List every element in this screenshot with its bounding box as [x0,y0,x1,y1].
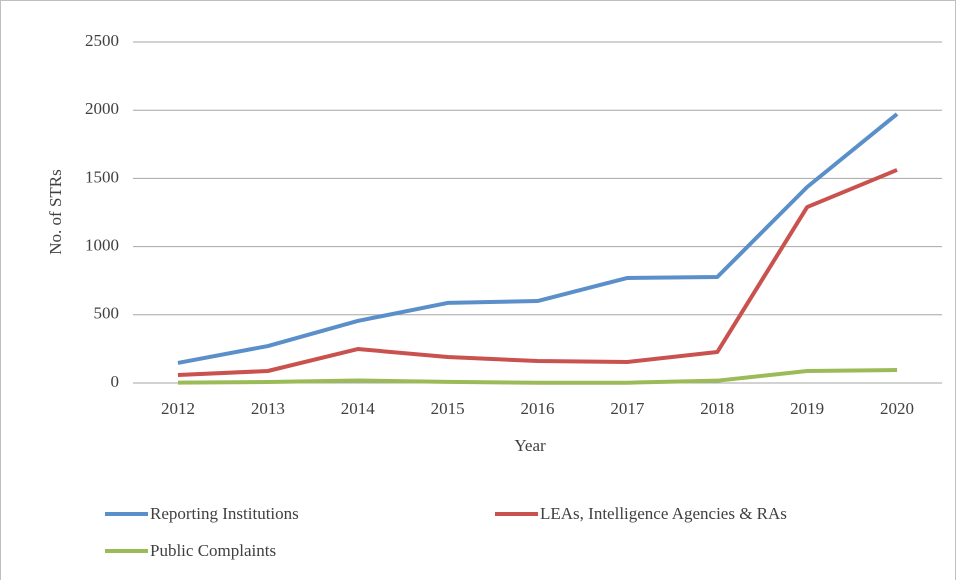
x-tick-label: 2020 [880,399,914,418]
x-axis-label: Year [514,436,546,455]
y-tick-label: 1000 [85,236,119,255]
x-tick-label: 2015 [431,399,465,418]
legend-label: Public Complaints [150,541,276,560]
x-tick-label: 2017 [610,399,645,418]
y-tick-label: 2500 [85,31,119,50]
y-axis-label: No. of STRs [46,169,65,254]
legend-label: LEAs, Intelligence Agencies & RAs [540,504,787,523]
x-tick-label: 2012 [161,399,195,418]
x-tick-label: 2013 [251,399,285,418]
series-line [177,368,898,385]
y-tick-label: 0 [111,372,120,391]
series-line [177,168,898,377]
series-line [177,112,899,365]
y-tick-label: 500 [94,304,120,323]
y-tick-label: 2000 [85,99,119,118]
x-tick-label: 2016 [521,399,555,418]
x-tick-label: 2019 [790,399,824,418]
legend-label: Reporting Institutions [150,504,299,523]
x-tick-label: 2018 [700,399,734,418]
x-tick-label: 2014 [341,399,376,418]
y-tick-label: 1500 [85,167,119,186]
